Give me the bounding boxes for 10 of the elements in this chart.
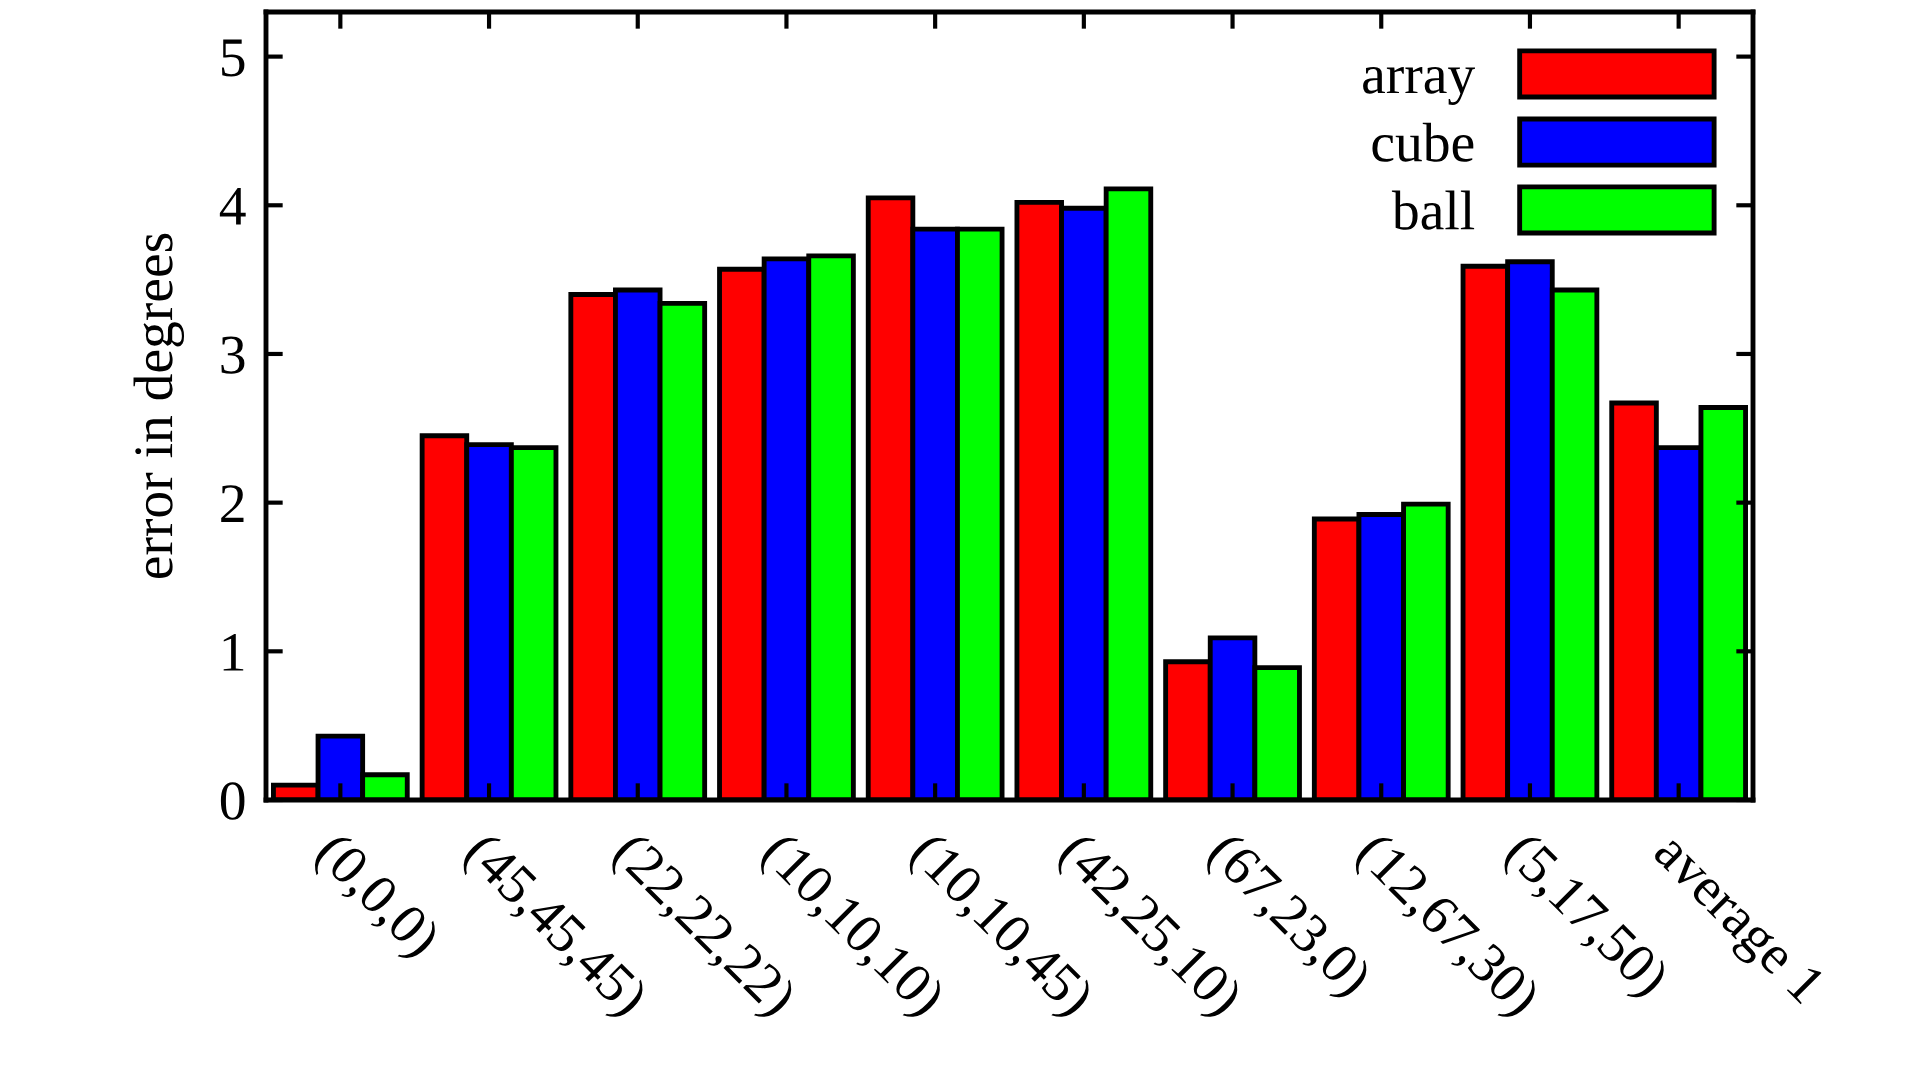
legend-label: cube <box>1372 122 1474 162</box>
legend-label: ball <box>1391 190 1475 230</box>
y-tick-label: 3 <box>221 336 245 374</box>
y-tick-label: 4 <box>219 187 246 225</box>
y-tick-label: 1 <box>223 633 244 671</box>
y-tick-label: 2 <box>221 485 244 522</box>
y-tick-label: 5 <box>222 39 245 77</box>
y-axis-title: error in degrees <box>133 233 185 579</box>
legend-label: array <box>1363 66 1475 106</box>
y-tick-label: 0 <box>220 782 245 820</box>
